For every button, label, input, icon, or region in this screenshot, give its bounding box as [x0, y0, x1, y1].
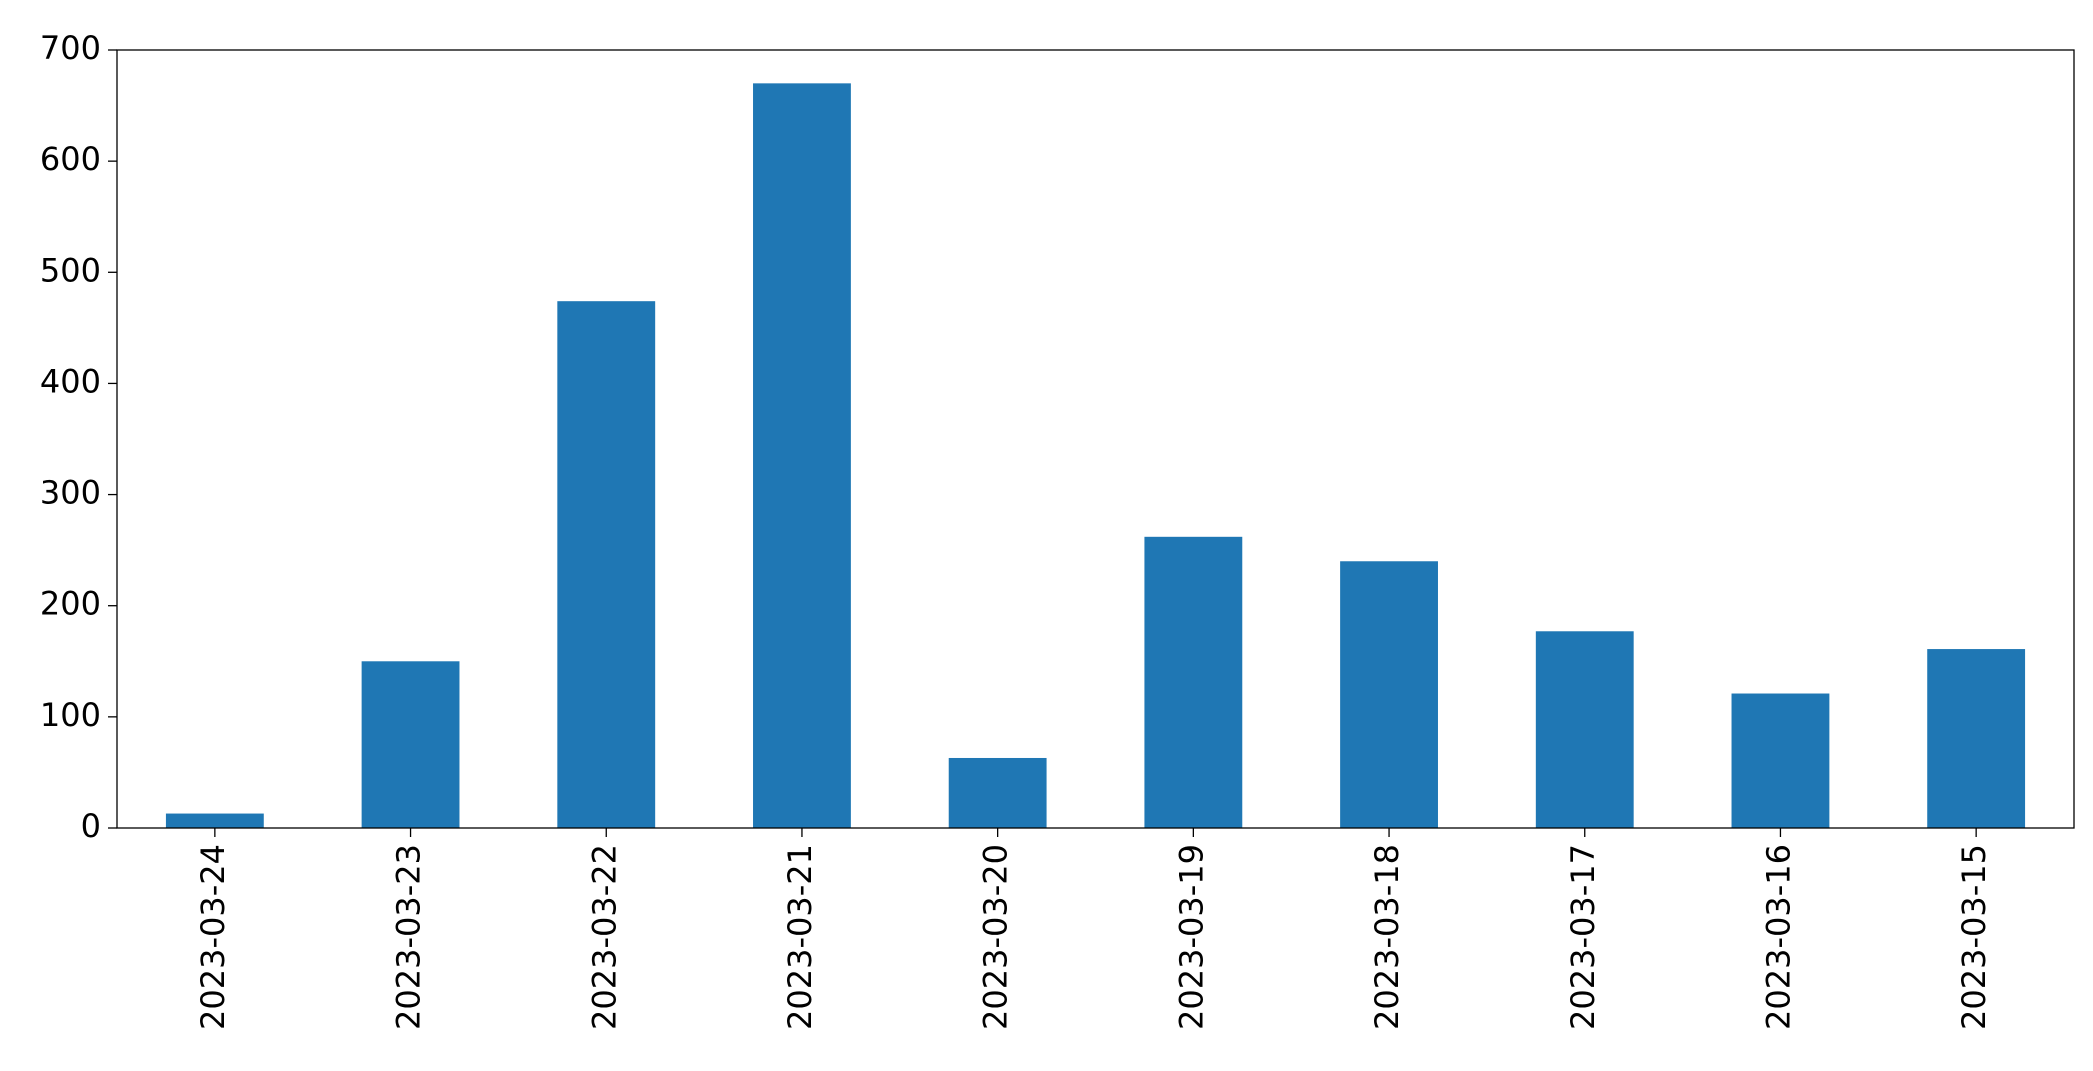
x-tick-label: 2023-03-23: [390, 844, 428, 1030]
bar: [948, 757, 1047, 828]
y-tick-label: 0: [81, 807, 101, 845]
y-tick-label: 500: [40, 251, 101, 289]
bar: [1535, 631, 1634, 828]
x-tick-label: 2023-03-18: [1368, 844, 1406, 1030]
x-tick-label: 2023-03-20: [977, 844, 1015, 1030]
axes-frame: [116, 49, 2075, 829]
bar: [1340, 561, 1438, 828]
bar: [1731, 693, 1830, 828]
x-tick-label: 2023-03-24: [194, 844, 232, 1030]
y-tick-label: 100: [40, 696, 101, 734]
y-tick-label: 700: [40, 29, 101, 67]
x-tick-label: 2023-03-17: [1564, 844, 1602, 1030]
x-tick-label: 2023-03-16: [1759, 844, 1797, 1030]
bar: [1927, 649, 2026, 828]
bar: [753, 83, 851, 829]
x-tick-label: 2023-03-15: [1955, 844, 1993, 1030]
bar: [557, 301, 656, 828]
x-tick-label: 2023-03-22: [585, 844, 623, 1030]
bar: [165, 813, 264, 828]
y-tick-label: 400: [40, 362, 101, 400]
bar: [1144, 536, 1243, 828]
y-tick-label: 200: [40, 585, 101, 623]
y-tick-label: 600: [40, 140, 101, 178]
bar: [361, 661, 460, 828]
x-tick-label: 2023-03-19: [1172, 844, 1210, 1030]
x-tick-label: 2023-03-21: [781, 844, 819, 1030]
y-tick-label: 300: [40, 474, 101, 512]
